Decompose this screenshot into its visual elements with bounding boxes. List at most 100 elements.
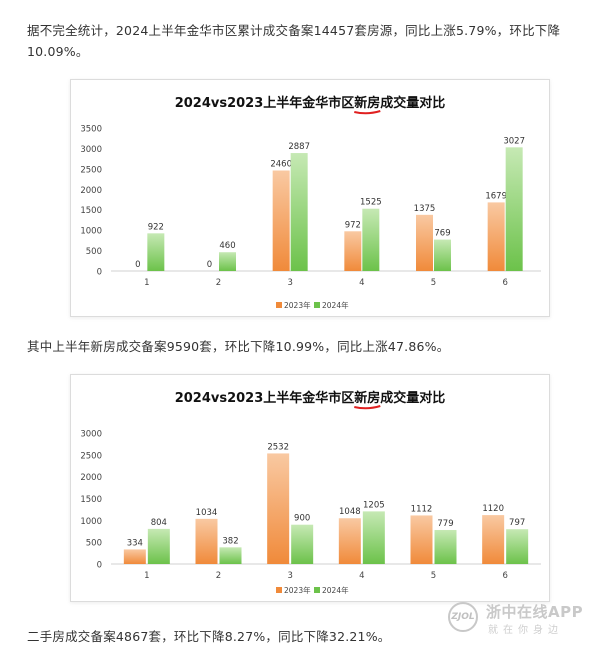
x-tick-label: 1 (144, 571, 149, 581)
x-tick-label: 5 (431, 278, 436, 288)
data-label: 1525 (360, 198, 382, 208)
legend-swatch-2024 (314, 587, 320, 593)
y-tick-label: 500 (86, 539, 102, 549)
legend-swatch-2023 (276, 587, 282, 593)
bar-2024 (362, 511, 385, 564)
data-label: 2887 (288, 142, 310, 152)
title-underline (354, 110, 381, 115)
data-label: 2532 (267, 442, 289, 452)
x-tick-label: 6 (502, 571, 507, 581)
y-tick-label: 1000 (80, 517, 102, 527)
bar-2023 (123, 549, 146, 564)
data-label: 0 (135, 260, 140, 270)
y-tick-label: 1500 (80, 206, 102, 216)
chart-title-part: 成交量对比 (380, 390, 445, 406)
app-logo-icon: ZJOL (448, 602, 478, 632)
chart-title: 2024vs2023上半年金华市区新房成交量对比 (175, 95, 446, 111)
y-tick-label: 2000 (80, 186, 102, 196)
x-tick-label: 5 (431, 571, 436, 581)
bar-2023 (272, 170, 290, 271)
x-tick-label: 2 (216, 571, 221, 581)
new-house-paragraph: 其中上半年新房成交备案9590套，环比下降10.99%，同比上涨47.86%。 (27, 339, 450, 354)
bar-2024 (147, 233, 165, 271)
bar-2024 (219, 547, 242, 564)
legend-label: 2024年 (322, 585, 349, 595)
legend-swatch-2023 (276, 302, 282, 308)
data-label: 1034 (196, 508, 218, 518)
chart-title-part: 新房 (354, 95, 380, 111)
bar-2024 (219, 252, 236, 271)
data-label: 972 (345, 220, 361, 230)
data-label: 1205 (363, 500, 385, 510)
bar-2024 (434, 239, 451, 271)
x-tick-label: 4 (359, 571, 364, 581)
chart-title: 2024vs2023上半年金华市区新房成交量对比 (175, 390, 446, 406)
bar-2024 (434, 529, 457, 564)
legend-label: 2023年 (284, 585, 311, 595)
y-tick-label: 0 (97, 268, 102, 278)
data-label: 2460 (270, 159, 292, 169)
app-watermark-subtitle: 就在你身边 (488, 625, 563, 636)
data-label: 3027 (503, 136, 525, 146)
data-label: 922 (148, 222, 164, 232)
app-watermark: ZJOL 浙中在线APP 就在你身边 (448, 598, 598, 638)
bar-2024 (506, 529, 529, 564)
data-label: 0 (207, 260, 212, 270)
bar-2023 (487, 202, 505, 271)
y-tick-label: 2500 (80, 165, 102, 175)
bar-2024 (290, 153, 308, 271)
chart-card-2: 2024vs2023上半年金华市区新房成交量对比 0 500 1000 1500 2000… (70, 374, 550, 602)
x-tick-label: 1 (144, 278, 149, 288)
bar-chart-1: 2024vs2023上半年金华市区新房成交量对比0500100015002000… (80, 95, 541, 310)
x-tick-label: 3 (287, 571, 292, 581)
y-tick-label: 3000 (80, 145, 102, 155)
data-label: 797 (509, 518, 525, 528)
bar-2023 (482, 515, 505, 564)
data-label: 460 (219, 241, 235, 251)
x-tick-label: 4 (359, 278, 364, 288)
y-tick-label: 2000 (80, 473, 102, 483)
title-underline (354, 405, 381, 410)
data-label: 779 (437, 519, 453, 529)
y-tick-label: 3500 (80, 125, 102, 135)
data-label: 900 (294, 514, 310, 524)
x-tick-label: 3 (287, 278, 292, 288)
y-tick-label: 3000 (80, 430, 102, 440)
data-label: 1375 (414, 204, 436, 214)
bar-2023 (344, 231, 362, 271)
data-label: 1048 (339, 507, 361, 517)
bar-2023 (416, 214, 433, 271)
y-tick-label: 1500 (80, 495, 102, 505)
chart-title-part: 新房 (354, 390, 380, 406)
data-label: 804 (151, 518, 167, 528)
chart-title-part: 2024vs2023上半年金华市区 (175, 390, 355, 406)
bar-2023 (410, 515, 433, 564)
app-watermark-title: 浙中在线APP (486, 603, 584, 621)
y-tick-label: 2500 (80, 451, 102, 461)
chart-title-part: 成交量对比 (380, 95, 445, 111)
legend-label: 2024年 (322, 300, 349, 310)
data-label: 382 (222, 536, 238, 546)
second-hand-paragraph: 二手房成交备案4867套，环比下降8.27%，同比下降32.21%。 (27, 629, 391, 644)
bar-2023 (267, 453, 290, 564)
bar-chart-2: 2024vs2023上半年金华市区新房成交量对比 0 500 1000 1500 2000… (80, 390, 541, 595)
intro-paragraph: 据不完全统计，2024上半年金华市区累计成交备案14457套房源，同比上涨5.7… (27, 23, 561, 59)
y-tick-label: 1000 (80, 227, 102, 237)
bar-2024 (291, 524, 314, 564)
legend-swatch-2024 (314, 302, 320, 308)
chart-title-part: 2024vs2023上半年金华市区 (175, 95, 355, 111)
legend-label: 2023年 (284, 300, 311, 310)
x-tick-label: 2 (216, 278, 221, 288)
y-tick-label: 500 (86, 247, 102, 257)
data-label: 334 (127, 538, 143, 548)
bar-2024 (505, 147, 523, 271)
bar-2023 (195, 518, 218, 564)
data-label: 1120 (482, 504, 504, 514)
data-label: 1679 (485, 191, 507, 201)
x-tick-label: 6 (502, 278, 507, 288)
bar-2023 (338, 518, 361, 564)
y-tick-label: 0 (97, 561, 102, 571)
bar-2024 (362, 208, 380, 271)
bar-2024 (147, 528, 170, 564)
chart-card-1: 2024vs2023上半年金华市区新房成交量对比 0 500 1000 1500 2000… (70, 79, 550, 317)
